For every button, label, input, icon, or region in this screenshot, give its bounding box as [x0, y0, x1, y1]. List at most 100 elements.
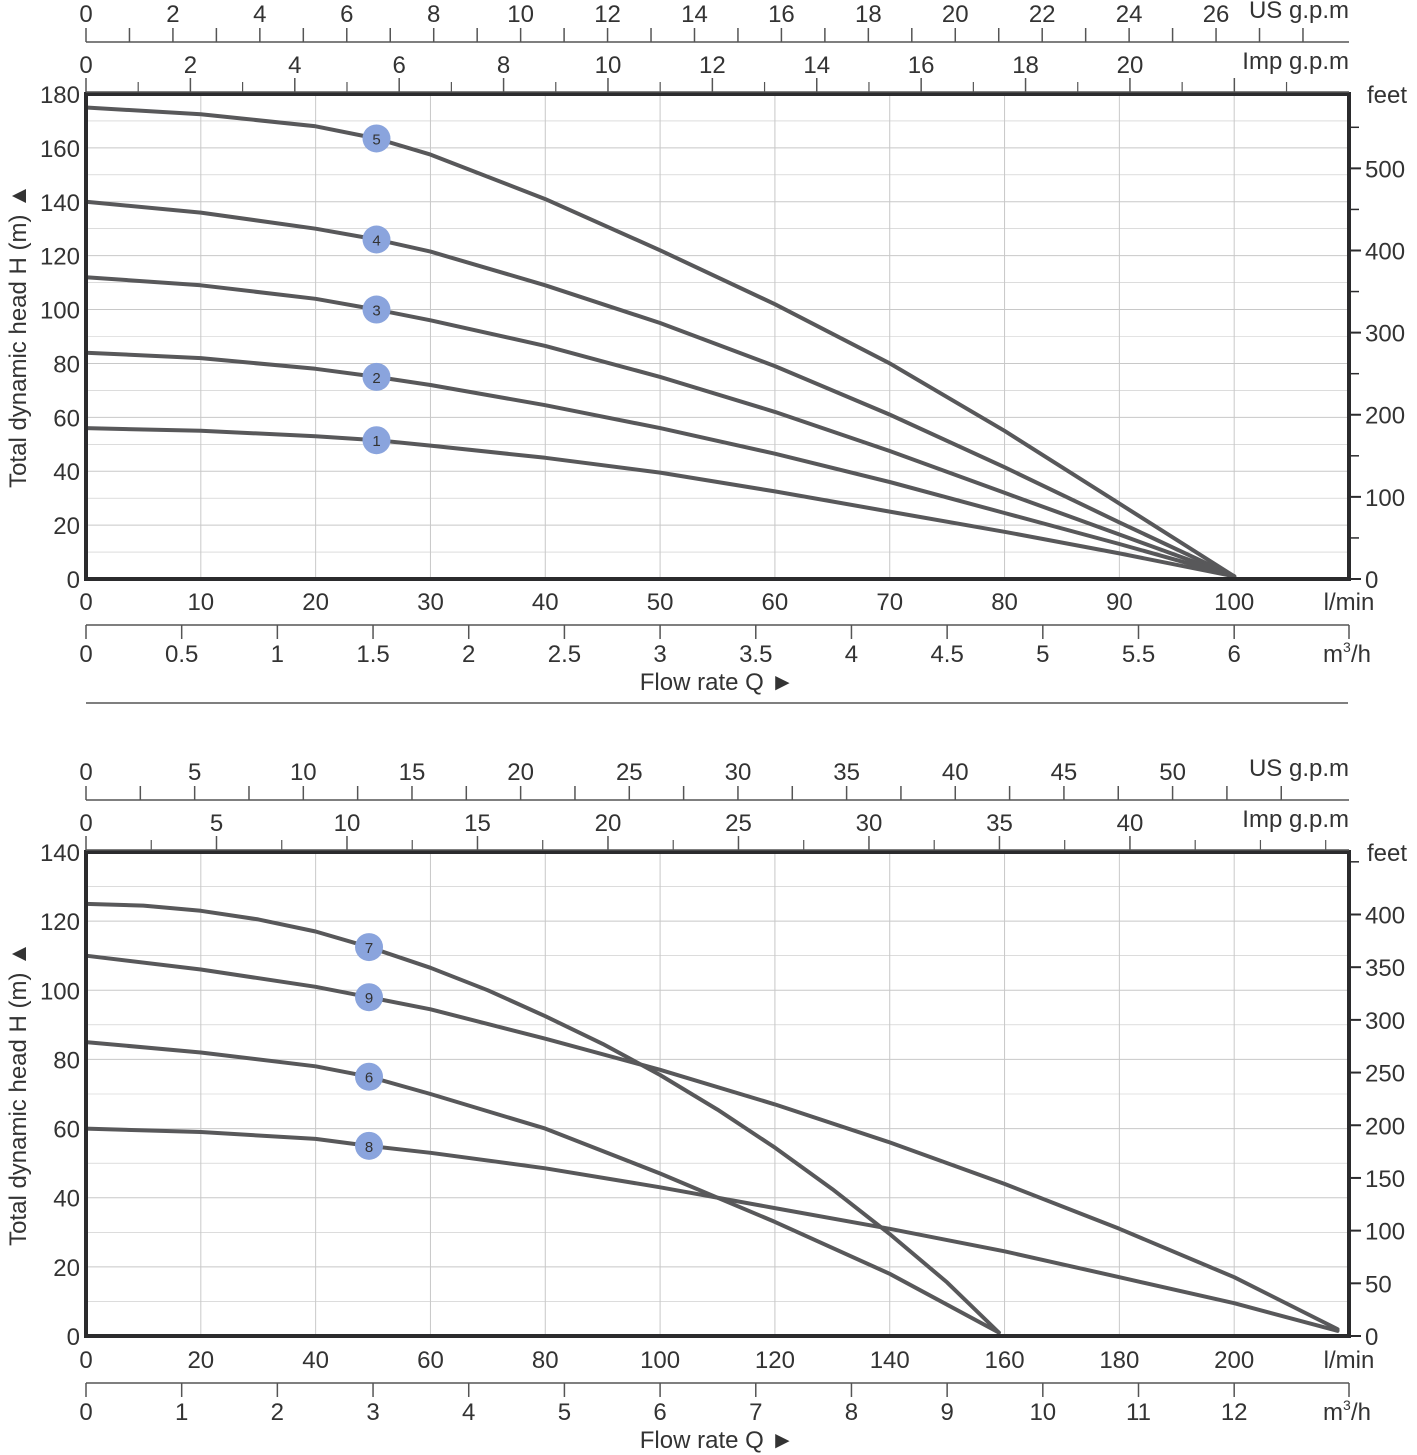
us-gpm-tick-label: 50 [1159, 759, 1186, 786]
curve-marker-label: 1 [372, 433, 380, 450]
imp-gpm-tick-label: 35 [986, 810, 1013, 837]
m3h-tick-label: 9 [940, 1399, 953, 1426]
m3h-tick-label: 1 [175, 1399, 188, 1426]
imp-gpm-tick-label: 8 [497, 52, 510, 79]
y-tick-label: 80 [53, 351, 80, 378]
y-tick-label: 180 [40, 82, 80, 109]
imp-gpm-tick-label: 10 [595, 52, 622, 79]
feet-tick-label: 0 [1365, 1324, 1378, 1351]
feet-tick-label: 50 [1365, 1271, 1392, 1298]
feet-unit-label: feet [1367, 82, 1407, 109]
pump-curve-3 [84, 275, 1237, 579]
us-gpm-tick-label: 10 [290, 759, 317, 786]
feet-tick-label: 400 [1365, 238, 1405, 265]
y-tick-label: 100 [40, 978, 80, 1005]
feet-tick-label: 150 [1365, 1166, 1405, 1193]
imp-gpm-tick-label: 20 [595, 810, 622, 837]
m3h-unit-sup: 3 [1343, 639, 1351, 655]
x-unit-label: l/min [1324, 589, 1375, 616]
m3h-tick-label: 12 [1221, 1399, 1248, 1426]
us-gpm-tick-label: 4 [253, 1, 266, 28]
us-gpm-unit-label: US g.p.m [1249, 755, 1349, 782]
x-unit-label: l/min [1324, 1347, 1375, 1374]
m3h-tick-label: 2 [462, 641, 475, 668]
imp-gpm-unit-label: Imp g.p.m [1242, 806, 1349, 833]
x-tick-label: 80 [532, 1347, 559, 1374]
x-tick-label: 90 [1106, 589, 1133, 616]
imp-gpm-tick-label: 16 [908, 52, 935, 79]
us-gpm-tick-label: 22 [1029, 1, 1056, 28]
x-tick-label: 40 [532, 589, 559, 616]
x-tick-label: 0 [79, 589, 92, 616]
y-tick-label: 120 [40, 909, 80, 936]
imp-gpm-unit-label: Imp g.p.m [1242, 48, 1349, 75]
y-tick-label: 160 [40, 136, 80, 163]
curve-marker-1 [362, 426, 391, 455]
m3h-tick-label: 0.5 [165, 641, 198, 668]
imp-gpm-tick-label: 25 [725, 810, 752, 837]
us-gpm-tick-label: 0 [79, 759, 92, 786]
x-tick-label: 60 [417, 1347, 444, 1374]
us-gpm-tick-label: 18 [855, 1, 882, 28]
feet-tick-label: 0 [1365, 567, 1378, 594]
imp-gpm-tick-label: 4 [288, 52, 301, 79]
x-tick-label: 100 [1214, 589, 1254, 616]
m3h-tick-label: 2 [271, 1399, 284, 1426]
m3h-tick-label: 5 [558, 1399, 571, 1426]
m3h-tick-label: 11 [1126, 1399, 1151, 1426]
curve-marker-6 [355, 1062, 384, 1091]
y-axis-title: Total dynamic head H (m) ▲ [5, 942, 32, 1246]
m3h-unit-base: m [1323, 1399, 1343, 1426]
x-tick-label: 30 [417, 589, 444, 616]
curve-marker-label: 8 [365, 1139, 373, 1156]
us-gpm-tick-label: 16 [768, 1, 795, 28]
us-gpm-tick-label: 20 [942, 1, 969, 28]
m3h-unit-sup: 3 [1343, 1397, 1351, 1413]
x-tick-label: 70 [876, 589, 903, 616]
curve-marker-label: 4 [372, 233, 380, 250]
pump-curve-4 [84, 199, 1237, 579]
y-tick-label: 140 [40, 190, 80, 217]
feet-unit-label: feet [1367, 840, 1407, 867]
imp-gpm-tick-label: 30 [856, 810, 883, 837]
plot-frame [84, 850, 1351, 1338]
pump-curve-7 [84, 901, 1001, 1335]
imp-gpm-tick-label: 20 [1117, 52, 1144, 79]
pump-curve-9 [84, 953, 1340, 1332]
plot-frame [84, 92, 1351, 581]
y-tick-label: 0 [67, 567, 80, 594]
m3h-unit-tail: /h [1351, 641, 1371, 668]
us-gpm-tick-label: 25 [616, 759, 643, 786]
curve-marker-7 [355, 933, 384, 962]
curve-marker-label: 6 [365, 1070, 373, 1087]
m3h-tick-label: 2.5 [548, 641, 581, 668]
x-tick-label: 40 [302, 1347, 329, 1374]
us-gpm-tick-label: 10 [507, 1, 534, 28]
pump-curve-6 [84, 1040, 1001, 1335]
us-gpm-tick-label: 45 [1051, 759, 1078, 786]
imp-gpm-tick-label: 15 [464, 810, 491, 837]
us-gpm-tick-label: 15 [399, 759, 426, 786]
x-tick-label: 20 [187, 1347, 214, 1374]
m3h-tick-label: 1 [271, 641, 284, 668]
y-tick-label: 40 [53, 1186, 80, 1213]
m3h-unit-base: m [1323, 641, 1343, 668]
us-gpm-tick-label: 20 [507, 759, 534, 786]
x-tick-label: 0 [79, 1347, 92, 1374]
m3h-tick-label: 5 [1036, 641, 1049, 668]
feet-tick-label: 300 [1365, 321, 1405, 348]
imp-gpm-tick-label: 0 [79, 810, 92, 837]
us-gpm-tick-label: 14 [681, 1, 708, 28]
us-gpm-tick-label: 24 [1116, 1, 1143, 28]
x-tick-label: 60 [762, 589, 789, 616]
us-gpm-unit-label: US g.p.m [1249, 0, 1349, 24]
us-gpm-tick-label: 12 [594, 1, 621, 28]
m3h-tick-label: 4 [462, 1399, 475, 1426]
curve-marker-3 [362, 295, 391, 324]
curve-marker-5 [362, 124, 391, 153]
y-tick-label: 80 [53, 1047, 80, 1074]
feet-tick-label: 200 [1365, 403, 1405, 430]
us-gpm-tick-label: 6 [340, 1, 353, 28]
curve-marker-label: 2 [372, 370, 380, 387]
